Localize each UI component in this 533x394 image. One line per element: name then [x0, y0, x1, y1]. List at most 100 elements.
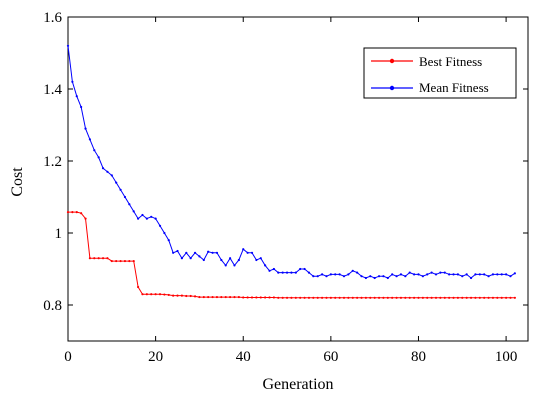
- data-point-mean-fitness: [307, 271, 311, 274]
- data-point-mean-fitness: [66, 44, 70, 47]
- data-point-mean-fitness: [110, 174, 113, 177]
- data-point-best-fitness: [478, 296, 481, 299]
- data-point-mean-fitness: [369, 275, 372, 278]
- data-point-best-fitness: [106, 257, 109, 260]
- data-point-best-fitness: [334, 296, 337, 299]
- data-point-mean-fitness: [334, 273, 337, 276]
- data-point-mean-fitness: [71, 80, 74, 83]
- data-point-mean-fitness: [351, 269, 354, 272]
- data-point-best-fitness: [448, 296, 451, 299]
- data-point-best-fitness: [294, 296, 297, 299]
- data-point-mean-fitness: [456, 273, 459, 276]
- data-point-mean-fitness: [101, 167, 105, 170]
- data-point-best-fitness: [150, 293, 153, 296]
- data-point-mean-fitness: [426, 273, 429, 276]
- data-point-best-fitness: [224, 295, 227, 299]
- data-point-mean-fitness: [461, 275, 464, 278]
- data-point-best-fitness: [430, 296, 433, 299]
- data-point-best-fitness: [369, 296, 372, 299]
- data-point-mean-fitness: [277, 271, 280, 274]
- legend-label-mean-fitness: Mean Fitness: [419, 80, 489, 95]
- data-point-mean-fitness: [342, 275, 346, 278]
- data-point-best-fitness: [75, 211, 78, 214]
- data-point-mean-fitness: [193, 251, 197, 254]
- data-point-best-fitness: [465, 296, 468, 299]
- data-point-best-fitness: [491, 296, 495, 299]
- data-point-mean-fitness: [207, 250, 210, 253]
- data-point-best-fitness: [97, 257, 100, 260]
- series-layer: [66, 44, 516, 299]
- data-point-best-fitness: [347, 296, 350, 299]
- data-point-mean-fitness: [84, 127, 87, 130]
- data-point-mean-fitness: [88, 138, 91, 141]
- data-point-mean-fitness: [417, 273, 420, 276]
- data-point-best-fitness: [496, 296, 499, 299]
- x-tick-label: 80: [411, 349, 426, 365]
- data-point-best-fitness: [505, 296, 508, 299]
- data-point-mean-fitness: [220, 258, 223, 262]
- data-point-best-fitness: [215, 295, 219, 299]
- data-point-mean-fitness: [382, 275, 385, 278]
- data-point-mean-fitness: [443, 271, 446, 274]
- data-point-mean-fitness: [93, 149, 96, 152]
- data-point-best-fitness: [128, 259, 131, 263]
- data-point-best-fitness: [329, 296, 332, 299]
- data-point-best-fitness: [509, 296, 512, 299]
- data-point-best-fitness: [110, 259, 113, 263]
- data-point-mean-fitness: [128, 203, 131, 206]
- data-point-mean-fitness: [505, 273, 508, 276]
- data-point-best-fitness: [285, 296, 289, 299]
- data-point-mean-fitness: [180, 257, 183, 260]
- data-point-mean-fitness: [285, 271, 289, 274]
- data-point-mean-fitness: [491, 273, 495, 276]
- data-point-best-fitness: [180, 294, 183, 297]
- data-point-mean-fitness: [224, 264, 227, 267]
- legend: Best Fitness Mean Fitness: [363, 47, 517, 99]
- data-point-best-fitness: [321, 296, 324, 299]
- legend-label-best-fitness: Best Fitness: [419, 54, 482, 69]
- data-point-best-fitness: [259, 296, 262, 299]
- data-point-best-fitness: [325, 296, 328, 299]
- data-point-best-fitness: [93, 257, 96, 260]
- data-point-best-fitness: [132, 259, 135, 263]
- data-point-mean-fitness: [404, 275, 407, 278]
- data-point-mean-fitness: [509, 275, 512, 278]
- data-point-mean-fitness: [97, 156, 100, 159]
- data-point-best-fitness: [404, 296, 407, 299]
- data-point-best-fitness: [426, 296, 429, 299]
- data-point-mean-fitness: [189, 257, 192, 260]
- x-tick-label: 40: [236, 349, 251, 365]
- data-point-mean-fitness: [434, 273, 438, 276]
- data-point-mean-fitness: [250, 251, 254, 254]
- data-point-mean-fitness: [185, 251, 188, 254]
- data-point-best-fitness: [71, 211, 74, 214]
- data-point-best-fitness: [373, 296, 376, 299]
- y-axis-label: Cost: [9, 167, 26, 197]
- data-point-mean-fitness: [176, 249, 179, 253]
- data-point-mean-fitness: [115, 181, 118, 184]
- data-point-mean-fitness: [137, 217, 140, 220]
- data-point-mean-fitness: [255, 258, 258, 262]
- data-point-best-fitness: [386, 296, 389, 299]
- data-point-best-fitness: [246, 296, 249, 299]
- data-point-mean-fitness: [198, 255, 201, 258]
- data-point-mean-fitness: [75, 95, 78, 98]
- data-point-mean-fitness: [264, 264, 267, 267]
- data-point-best-fitness: [290, 296, 293, 299]
- data-point-mean-fitness: [312, 275, 315, 278]
- y-tick-label: 1.6: [43, 10, 62, 26]
- data-point-best-fitness: [88, 257, 91, 260]
- data-point-mean-fitness: [483, 273, 486, 276]
- data-point-best-fitness: [461, 296, 464, 299]
- data-point-best-fitness: [399, 296, 403, 299]
- data-point-best-fitness: [487, 296, 490, 299]
- data-point-mean-fitness: [338, 273, 341, 276]
- data-point-best-fitness: [167, 293, 170, 297]
- data-point-mean-fitness: [430, 271, 433, 274]
- data-point-mean-fitness: [513, 272, 516, 275]
- data-point-best-fitness: [141, 293, 144, 296]
- data-point-best-fitness: [229, 295, 232, 299]
- x-axis-label: Generation: [262, 376, 333, 393]
- data-point-best-fitness: [342, 296, 346, 299]
